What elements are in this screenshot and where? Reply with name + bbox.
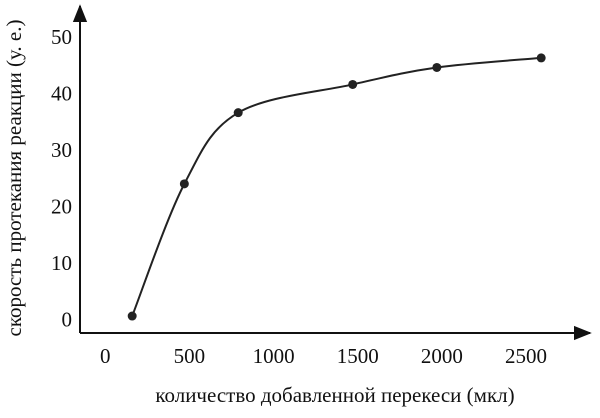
y-tick-label: 30	[51, 138, 72, 162]
y-tick-label: 20	[51, 195, 72, 219]
x-tick-label: 1000	[253, 344, 295, 368]
x-tick-label: 500	[174, 344, 206, 368]
point	[179, 179, 189, 189]
y-tick-label: 0	[62, 308, 73, 332]
y-tick-label: 10	[51, 251, 72, 275]
x-tick-label: 2000	[421, 344, 463, 368]
line	[131, 56, 542, 317]
point	[233, 108, 243, 118]
x-axis-label: количество добавленной перекеси (мкл)	[155, 383, 514, 407]
x-tick-label: 0	[100, 344, 111, 368]
point	[348, 79, 358, 89]
point	[432, 62, 442, 72]
y-tick-label: 40	[51, 82, 72, 106]
point	[536, 53, 546, 63]
x-tick-label: 2500	[505, 344, 547, 368]
y-axis-label: скорость протекания реакции (у. е.)	[2, 20, 26, 337]
point	[127, 311, 137, 321]
y-tick-label: 50	[51, 25, 72, 49]
x-tick-label: 1500	[337, 344, 379, 368]
